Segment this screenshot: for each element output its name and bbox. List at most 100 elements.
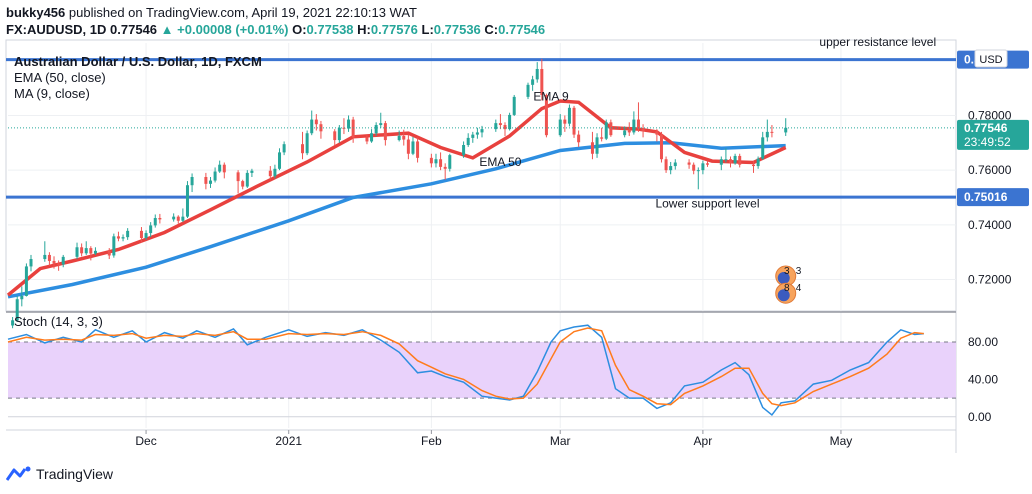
candle-body [20, 295, 24, 300]
price-tick-label: 0.72000 [968, 273, 1012, 287]
candle-body [406, 139, 410, 154]
change-arrow-icon: ▲ [160, 22, 174, 37]
candle [190, 173, 194, 193]
price-tick-label: 0.78000 [968, 108, 1012, 122]
candle-body [659, 134, 663, 160]
candle [213, 167, 217, 183]
candle [719, 156, 723, 171]
tradingview-logo-icon [6, 466, 31, 481]
candle-body [462, 145, 466, 156]
chart-annotation: upper resistance level [819, 35, 936, 49]
candle [20, 286, 24, 307]
candle-body [696, 170, 700, 172]
candle [733, 153, 737, 165]
candle [577, 130, 581, 147]
candle [383, 120, 387, 146]
symbol-label: FX:AUDUSD, 1D [6, 22, 107, 37]
candle-body [218, 164, 222, 172]
candle-body [126, 230, 130, 238]
candle-body [278, 152, 282, 169]
candle-body [498, 123, 502, 126]
candle [370, 129, 374, 143]
candle-body [563, 119, 567, 124]
candle [462, 141, 466, 158]
candle-body [57, 263, 61, 265]
candle-body [268, 170, 272, 177]
candle-body [512, 96, 516, 115]
candle-body [112, 236, 116, 256]
candle-body [475, 132, 479, 135]
candle [208, 177, 212, 188]
bar-countdown-label: 23:49:52 [964, 135, 1011, 149]
quote-header: FX:AUDUSD, 1D 0.77546 ▲ +0.00008 (+0.01%… [6, 22, 545, 37]
candle-body [724, 159, 728, 161]
candle-body [623, 130, 627, 136]
candle [595, 133, 599, 158]
candle [416, 137, 420, 163]
author-name[interactable]: bukky456 [6, 5, 66, 20]
level-price-label: 0.75016 [964, 190, 1008, 204]
ema50-line [7, 141, 786, 299]
candle-body [204, 177, 208, 184]
candle-body [761, 137, 765, 159]
candle-body [567, 107, 571, 124]
candle-body [448, 155, 452, 169]
candle-body [139, 230, 143, 238]
candle [107, 248, 111, 260]
candle [116, 231, 120, 242]
candle-body [236, 172, 240, 182]
candle [84, 241, 88, 255]
candle [406, 134, 410, 160]
candle-body [705, 163, 709, 165]
candle-body [701, 163, 705, 171]
candle-body [273, 168, 277, 177]
candle-body [535, 68, 539, 80]
time-tick-label: May [830, 434, 853, 448]
price-tick-label: 0.76000 [968, 163, 1012, 177]
candle [590, 131, 594, 160]
candle [89, 246, 93, 261]
candle-body [503, 125, 507, 130]
candle-body [337, 127, 341, 141]
candle-body [305, 133, 309, 154]
candle-body [595, 137, 599, 154]
candle [471, 131, 475, 143]
candle-body [241, 181, 245, 187]
currency-box [974, 49, 1008, 68]
candle-body [84, 248, 88, 254]
candle-body [770, 131, 774, 133]
price-change: +0.00008 (+0.01%) [177, 22, 289, 37]
candle-body [434, 159, 438, 164]
candle [503, 122, 507, 136]
candle [434, 153, 438, 168]
candle-body [342, 127, 346, 129]
candle [540, 58, 544, 101]
candle [379, 112, 383, 128]
brand-name: TradingView [36, 466, 114, 482]
candle-body [314, 119, 318, 125]
candle [245, 170, 249, 188]
candle [57, 260, 61, 271]
candle [347, 115, 351, 132]
candle-body [664, 159, 668, 171]
candle [632, 111, 636, 135]
tradingview-logo[interactable]: TradingView [6, 466, 113, 482]
candle [692, 162, 696, 175]
candle [241, 179, 245, 190]
candle-body [24, 266, 28, 296]
candle [429, 153, 433, 168]
candle [337, 125, 341, 143]
candle-body [61, 256, 65, 265]
time-tick-label: Feb [421, 434, 442, 448]
candle-body [636, 119, 640, 129]
candle [218, 160, 222, 173]
candle [121, 234, 125, 242]
publish-info: published on TradingView.com, April 19, … [68, 5, 417, 20]
candle [544, 93, 548, 138]
candle-body [738, 155, 742, 165]
event-badge-count: 3 [784, 266, 790, 277]
candle [572, 105, 576, 138]
candle [705, 160, 709, 167]
candle-body [655, 131, 659, 135]
